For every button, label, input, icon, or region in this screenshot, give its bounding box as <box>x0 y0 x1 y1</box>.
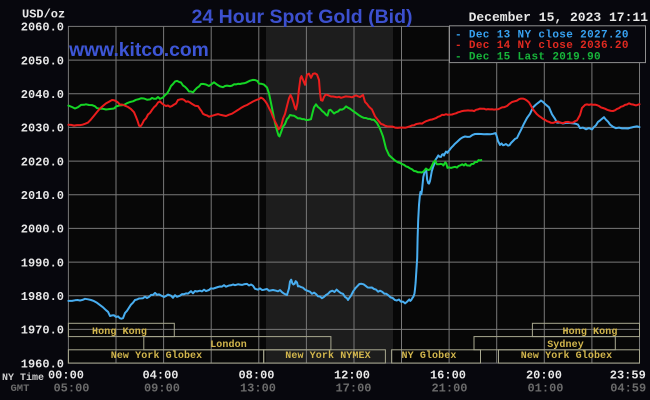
svg-text:1970.0: 1970.0 <box>21 324 64 338</box>
svg-text:2000.0: 2000.0 <box>21 223 64 237</box>
svg-text:17:00: 17:00 <box>335 381 371 395</box>
svg-text:2040.0: 2040.0 <box>21 88 64 102</box>
svg-text:04:59: 04:59 <box>610 381 646 395</box>
svg-text:1980.0: 1980.0 <box>21 290 64 304</box>
svg-text:New York Globex: New York Globex <box>521 350 613 362</box>
svg-text:16:00: 16:00 <box>430 369 466 383</box>
svg-text:13:00: 13:00 <box>240 381 276 395</box>
svg-text:London: London <box>210 339 247 351</box>
svg-text:1960.0: 1960.0 <box>21 357 64 371</box>
svg-text:24 Hour Spot Gold (Bid): 24 Hour Spot Gold (Bid) <box>192 6 413 28</box>
svg-text:1990.0: 1990.0 <box>21 256 64 270</box>
svg-text:Hong Kong: Hong Kong <box>92 327 147 338</box>
svg-text:04:00: 04:00 <box>142 369 178 383</box>
svg-text:2020.0: 2020.0 <box>21 155 64 169</box>
svg-text:NY Time: NY Time <box>2 372 44 384</box>
svg-text:2050.0: 2050.0 <box>21 54 64 68</box>
svg-text:- Dec 15 Last 2019.90: - Dec 15 Last 2019.90 <box>455 52 601 64</box>
svg-text:- Dec 14 NY close 2036.20: - Dec 14 NY close 2036.20 <box>455 40 629 52</box>
svg-text:December 15, 2023 17:11: December 15, 2023 17:11 <box>469 10 649 25</box>
svg-text:Hong Kong: Hong Kong <box>563 327 618 338</box>
svg-text:08:00: 08:00 <box>238 369 274 383</box>
svg-text:05:00: 05:00 <box>53 381 89 395</box>
svg-text:GMT: GMT <box>11 383 30 395</box>
svg-text:Sydney: Sydney <box>547 339 584 351</box>
svg-text:01:00: 01:00 <box>527 381 563 395</box>
svg-text:NY Globex: NY Globex <box>402 350 457 362</box>
svg-text:New York NYMEX: New York NYMEX <box>285 350 370 362</box>
svg-text:USD/oz: USD/oz <box>22 8 65 22</box>
svg-text:www.kitco.com: www.kitco.com <box>68 40 209 61</box>
svg-text:12:00: 12:00 <box>334 369 370 383</box>
svg-text:00:00: 00:00 <box>48 369 84 383</box>
svg-text:09:00: 09:00 <box>144 381 180 395</box>
svg-text:23:59: 23:59 <box>610 369 646 383</box>
svg-text:20:00: 20:00 <box>526 369 562 383</box>
svg-text:21:00: 21:00 <box>431 381 467 395</box>
svg-text:2010.0: 2010.0 <box>21 189 64 203</box>
svg-text:2060.0: 2060.0 <box>21 21 64 35</box>
svg-text:2030.0: 2030.0 <box>21 122 64 136</box>
svg-text:New York Globex: New York Globex <box>111 350 203 362</box>
svg-text:- Dec 13 NY close 2027.20: - Dec 13 NY close 2027.20 <box>455 29 629 41</box>
